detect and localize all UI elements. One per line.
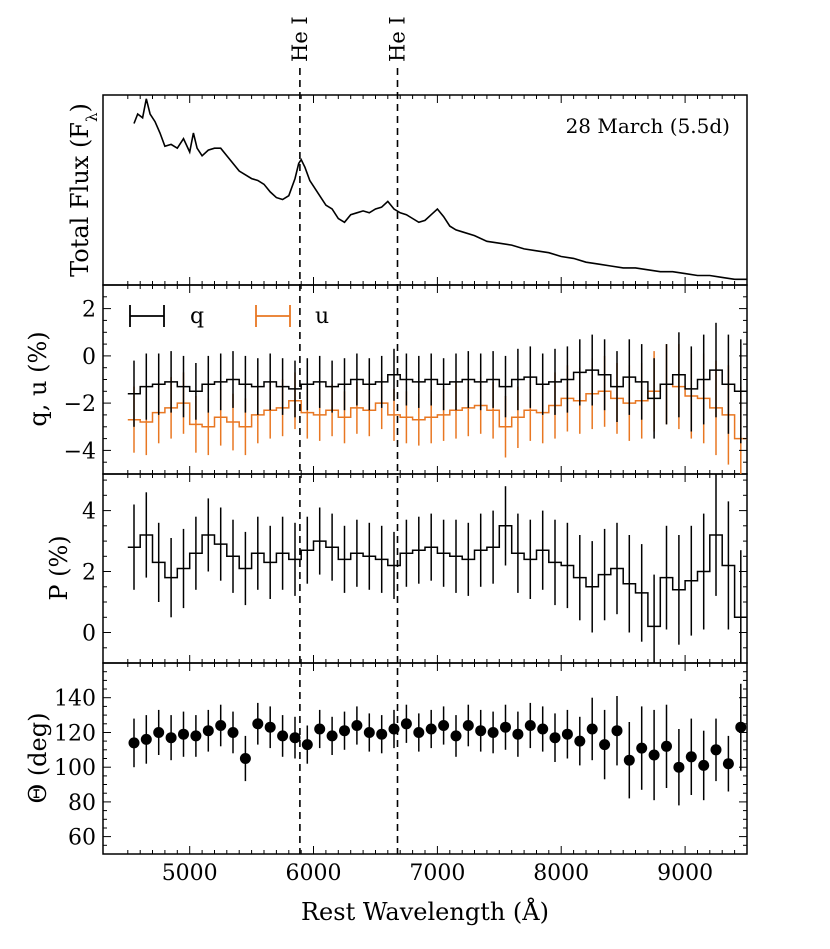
y-tick-label: 120: [54, 722, 96, 747]
x-tick-label: 5000: [162, 861, 218, 886]
angle-point: [500, 721, 511, 733]
angle-point: [623, 754, 635, 766]
qu-axis-label: q, u (%): [24, 331, 52, 426]
angle-point: [648, 749, 660, 761]
flux-axis-label: Total Flux (Fλ): [66, 103, 101, 277]
x-tick-label: 8000: [533, 861, 589, 886]
legend: q u: [129, 304, 329, 329]
angle-point: [636, 742, 648, 754]
polarization-panel-frame: [102, 473, 748, 664]
angle-point: [438, 720, 450, 731]
legend-entry-u: u: [255, 304, 329, 329]
he-line-label-2: He I: [386, 16, 410, 62]
angle-point: [685, 751, 697, 763]
angle-point: [475, 725, 487, 737]
angle-point: [128, 737, 140, 749]
y-tick-label: 0: [82, 345, 96, 370]
angle-point: [413, 727, 425, 738]
angle-point: [512, 728, 524, 740]
angle-point: [710, 744, 722, 756]
legend-q-label: q: [190, 304, 204, 329]
angle-point: [698, 759, 710, 771]
angle-point: [673, 761, 685, 773]
angle-point: [735, 721, 747, 733]
x-tick-label: 9000: [657, 861, 713, 886]
angle-axis-label: Θ (deg): [24, 713, 52, 804]
angle-point: [140, 733, 152, 745]
angle-point: [351, 720, 363, 731]
flux-axis-label-close: ): [66, 103, 94, 112]
angle-point: [277, 730, 289, 742]
flux-axis-label-subscript: λ: [83, 112, 101, 122]
angle-point: [722, 758, 734, 770]
flux-spectrum-layer: [133, 98, 747, 281]
polarization-axis-label: P (%): [45, 535, 73, 600]
y-tick-label: −2: [64, 392, 96, 417]
y-tick-label: 100: [54, 756, 96, 781]
angle-point: [252, 718, 264, 730]
angle-point: [289, 732, 301, 744]
angle-point: [425, 723, 437, 735]
angle-point: [190, 730, 202, 742]
y-tick-label: 4: [82, 500, 96, 525]
angle-point: [462, 720, 474, 731]
angle-point: [339, 725, 350, 737]
angle-point: [326, 730, 338, 742]
y-tick-label: 2: [82, 561, 96, 586]
angle-point: [611, 725, 623, 737]
y-tick-label: 0: [82, 622, 96, 647]
flux-spectrum-line: [133, 98, 747, 281]
y-tick-label: 60: [68, 826, 96, 851]
angle-layer: [128, 683, 747, 806]
y-tick-label: 80: [68, 791, 96, 816]
angle-point: [450, 730, 462, 742]
x-tick-label: 7000: [409, 861, 465, 886]
angle-point: [264, 721, 276, 733]
polarization-layer: [127, 474, 747, 663]
angle-point: [178, 728, 189, 740]
angle-point: [227, 727, 239, 738]
he-line-label-1: He I: [288, 16, 312, 62]
angle-point: [661, 740, 672, 752]
angle-point: [239, 753, 251, 764]
angle-point: [165, 732, 177, 744]
angle-point: [202, 725, 214, 737]
y-tick-label: −4: [64, 439, 96, 464]
qu-layer: [127, 322, 747, 474]
angle-point: [153, 727, 165, 738]
angle-point: [549, 732, 561, 744]
legend-u-label: u: [315, 304, 329, 329]
angle-point: [215, 720, 227, 731]
angle-point: [524, 720, 536, 731]
angle-point: [537, 723, 549, 735]
flux-axis-label-main: Total Flux (F: [66, 122, 94, 277]
y-tick-label: 140: [54, 687, 96, 712]
he-lines-layer: He I He I: [288, 16, 410, 854]
y-tick-label: 2: [82, 298, 96, 323]
legend-entry-q: q: [129, 304, 204, 329]
angle-point: [487, 727, 499, 738]
angle-point: [400, 718, 412, 730]
angle-point: [376, 728, 388, 740]
angle-point: [301, 739, 313, 751]
x-tick-label: 6000: [286, 861, 342, 886]
angle-point: [561, 728, 573, 740]
angle-point: [599, 739, 611, 751]
angle-point: [586, 723, 598, 735]
angle-point: [314, 723, 326, 735]
x-axis-label: Rest Wavelength (Å): [301, 897, 549, 926]
epoch-annotation: 28 March (5.5d): [566, 114, 730, 138]
ticks-layer: 5000 6000 7000 8000 9000 −4 −2 0 2 0 2 4 60 80 100 120 1…: [54, 95, 748, 886]
angle-point: [574, 735, 586, 747]
angle-point: [363, 727, 375, 738]
